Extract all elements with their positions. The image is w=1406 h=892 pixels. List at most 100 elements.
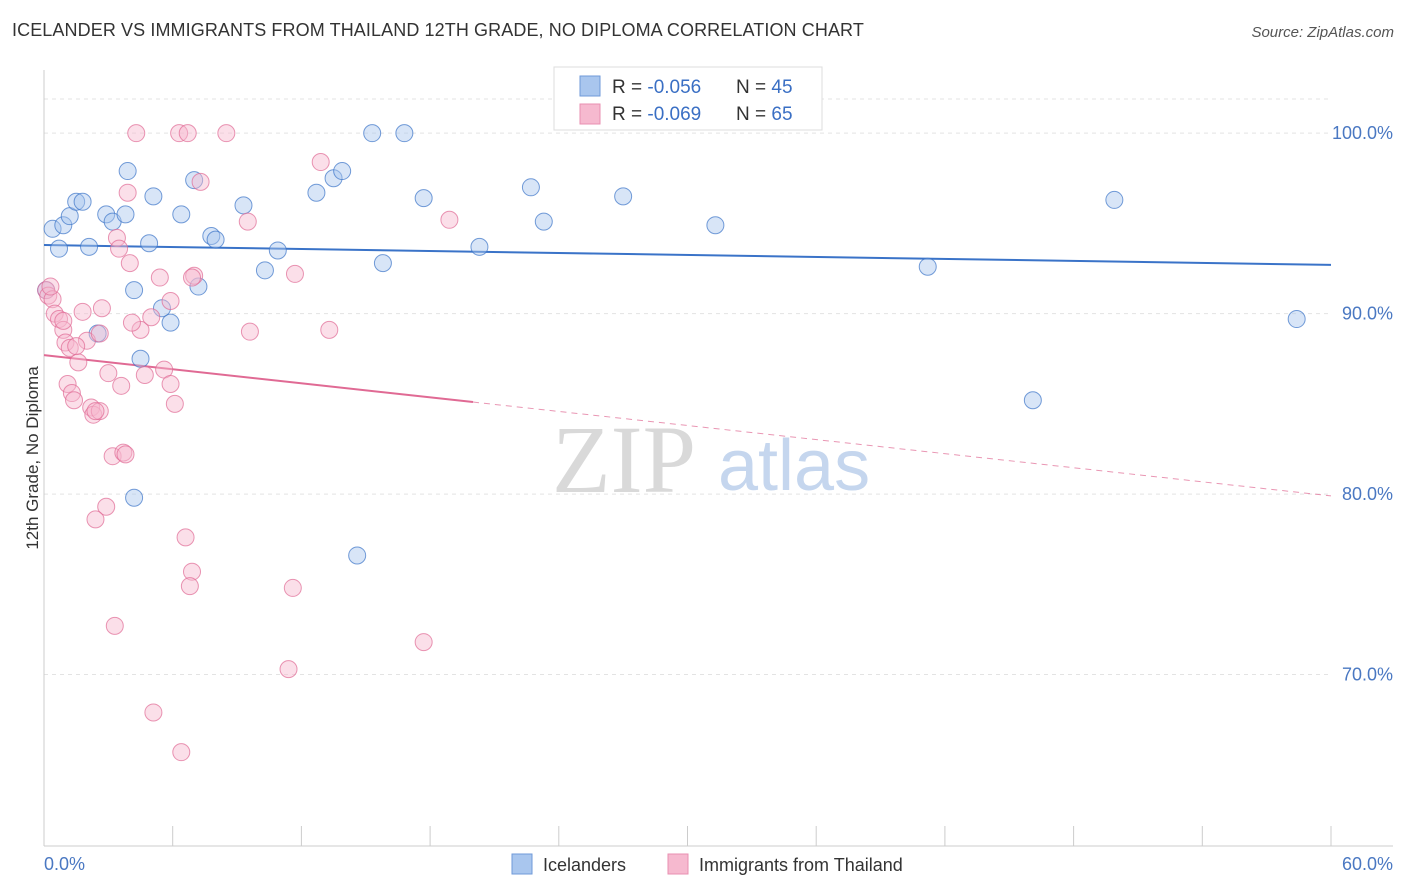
watermark-zip: ZIP <box>552 406 696 513</box>
point-thailand-48 <box>440 210 459 229</box>
point-icelanders-24 <box>234 196 253 215</box>
point-thailand-8 <box>62 384 81 403</box>
point-icelanders-26 <box>268 241 287 260</box>
y-tick-label-0: 70.0% <box>1342 665 1393 685</box>
point-icelanders-43 <box>1287 310 1306 329</box>
point-thailand-11 <box>73 302 92 321</box>
axes <box>43 70 1393 847</box>
point-thailand-53 <box>86 510 105 529</box>
point-icelanders-21 <box>189 277 208 296</box>
x-tick-label-1: 60.0% <box>1342 854 1393 874</box>
point-icelanders-34 <box>414 189 433 208</box>
legend-n-value-2: 65 <box>771 104 792 125</box>
point-icelanders-30 <box>348 546 367 565</box>
bottom-legend-thailand: Immigrants from Thailand <box>699 855 903 875</box>
point-thailand-57 <box>161 291 180 310</box>
point-icelanders-38 <box>614 187 633 206</box>
point-thailand-63 <box>41 277 60 296</box>
svg-text:N = 45: N = 45 <box>736 77 793 98</box>
legend-n-value-1: 45 <box>771 77 792 98</box>
point-thailand-29 <box>144 703 163 722</box>
point-thailand-16 <box>92 299 111 318</box>
legend-n-label-1: N = <box>736 77 771 98</box>
point-icelanders-41 <box>1023 391 1042 410</box>
gridlines <box>44 98 1331 676</box>
legend-r-label-2: R = <box>612 104 647 125</box>
x-tick-label-0: 0.0% <box>44 854 85 874</box>
point-thailand-43 <box>279 660 298 679</box>
bottom-legend: Icelanders Immigrants from Thailand <box>511 853 903 875</box>
point-icelanders-31 <box>363 124 382 143</box>
point-icelanders-40 <box>918 257 937 276</box>
svg-text:R = -0.056: R = -0.056 <box>612 77 701 98</box>
trend-lines <box>43 244 1332 497</box>
point-icelanders-15 <box>140 234 159 253</box>
point-thailand-24 <box>120 254 139 273</box>
point-thailand-30 <box>150 268 169 287</box>
point-thailand-32 <box>161 375 180 394</box>
legend-r-label-1: R = <box>612 77 647 98</box>
point-thailand-51 <box>283 578 302 597</box>
point-icelanders-12 <box>118 162 137 181</box>
point-icelanders-33 <box>395 124 414 143</box>
bottom-legend-swatch-thailand <box>667 853 689 875</box>
point-icelanders-5 <box>67 192 86 211</box>
point-thailand-39 <box>191 172 210 191</box>
point-thailand-59 <box>122 313 141 332</box>
legend-r-value-2: -0.069 <box>647 104 701 125</box>
y-tick-label-3: 100.0% <box>1332 123 1393 143</box>
point-icelanders-23 <box>206 230 225 249</box>
point-icelanders-18 <box>161 313 180 332</box>
legend-r-value-1: -0.056 <box>647 77 701 98</box>
point-icelanders-36 <box>521 178 540 197</box>
y-tick-label-1: 80.0% <box>1342 484 1393 504</box>
point-thailand-50 <box>180 577 199 596</box>
trend-line-1-dashed <box>472 401 1332 497</box>
point-icelanders-29 <box>333 162 352 181</box>
point-thailand-60 <box>67 337 86 356</box>
point-icelanders-7 <box>80 237 99 256</box>
legend-box: R = -0.056 N = 45 R = -0.069 N = 65 <box>553 66 823 131</box>
svg-text:N = 65: N = 65 <box>736 104 793 125</box>
point-icelanders-13 <box>125 281 144 300</box>
svg-text:R = -0.069: R = -0.069 <box>612 104 701 125</box>
data-points <box>37 124 1306 762</box>
point-thailand-7 <box>58 375 77 394</box>
point-thailand-54 <box>60 338 79 357</box>
chart-title: ICELANDER VS IMMIGRANTS FROM THAILAND 12… <box>12 20 864 40</box>
point-thailand-9 <box>65 391 84 410</box>
point-thailand-33 <box>165 394 184 413</box>
trend-line-0 <box>43 244 1332 266</box>
point-thailand-28 <box>142 308 161 327</box>
point-icelanders-32 <box>373 254 392 273</box>
point-icelanders-19 <box>172 205 191 224</box>
point-icelanders-37 <box>534 212 553 231</box>
point-icelanders-39 <box>706 216 725 235</box>
point-thailand-62 <box>86 402 105 421</box>
point-thailand-52 <box>172 743 191 762</box>
point-icelanders-20 <box>185 171 204 190</box>
watermark-atlas: atlas <box>718 426 870 506</box>
point-icelanders-2 <box>50 239 69 258</box>
bottom-legend-swatch-icelanders <box>511 853 533 875</box>
point-thailand-23 <box>118 183 137 202</box>
source-label: Source: ZipAtlas.com <box>1251 24 1394 41</box>
point-icelanders-3 <box>54 216 73 235</box>
legend-swatch-icelanders <box>579 75 601 97</box>
y-tick-label-2: 90.0% <box>1342 304 1393 324</box>
y-axis-label: 12th Grade, No Diploma <box>23 366 42 550</box>
point-thailand-27 <box>135 365 154 384</box>
legend-swatch-thailand <box>579 103 601 125</box>
point-thailand-40 <box>217 124 236 143</box>
trend-line-1-solid <box>43 354 474 404</box>
point-icelanders-16 <box>144 187 163 206</box>
point-icelanders-9 <box>97 205 116 224</box>
x-tick-labels: 0.0% 60.0% <box>44 854 1393 874</box>
point-icelanders-27 <box>307 183 326 202</box>
point-thailand-45 <box>311 153 330 172</box>
point-icelanders-11 <box>116 205 135 224</box>
point-thailand-49 <box>105 616 124 635</box>
point-thailand-25 <box>127 124 146 143</box>
point-thailand-46 <box>320 320 339 339</box>
